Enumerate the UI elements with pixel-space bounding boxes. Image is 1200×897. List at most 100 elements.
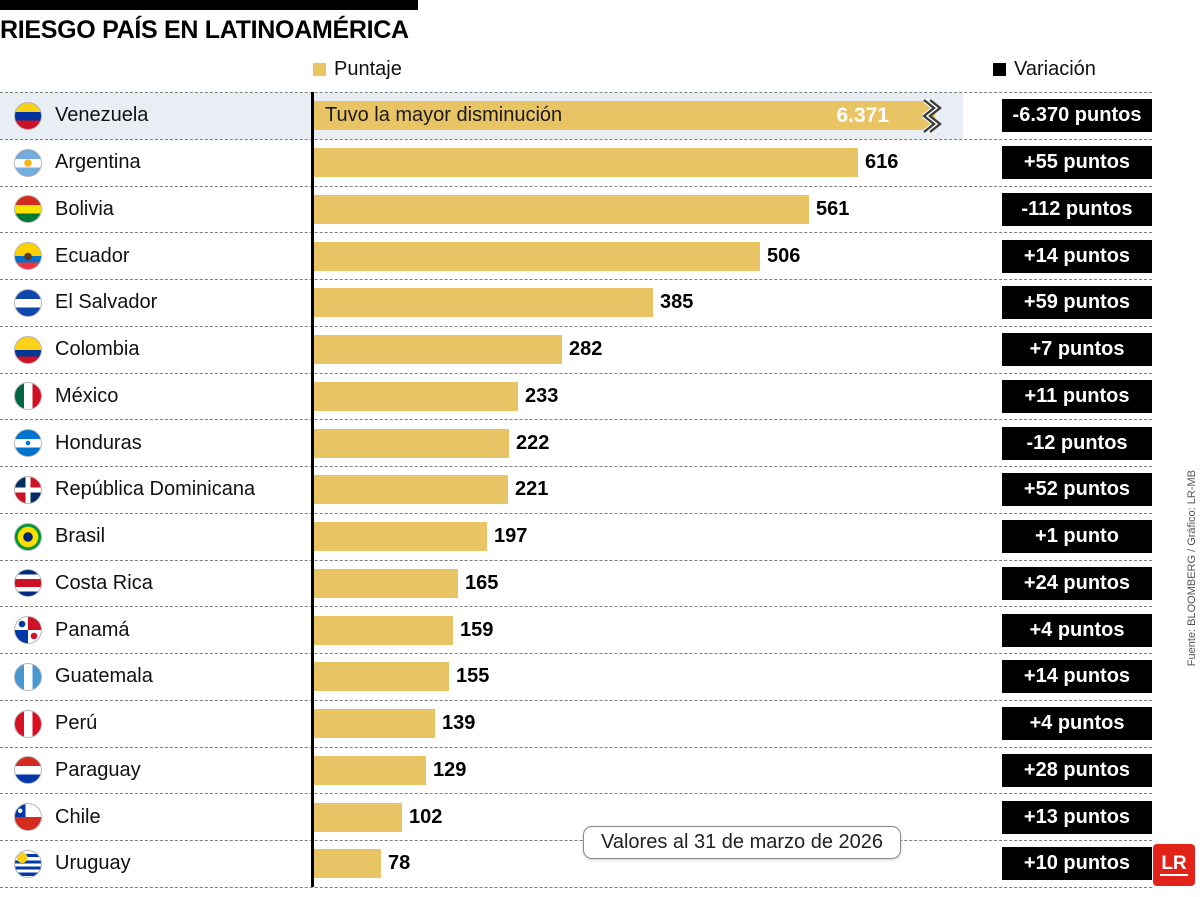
bar-value: 506 (767, 244, 801, 267)
country-cell: México (0, 382, 312, 411)
table-row: México 233 +11 puntos (0, 374, 1152, 421)
country-cell: Chile (0, 803, 312, 832)
country-label: Venezuela (55, 104, 149, 127)
country-label: Argentina (55, 151, 141, 174)
country-label: Guatemala (55, 665, 153, 688)
score-bar (312, 568, 458, 598)
flag-icon-bolivia (14, 195, 42, 224)
country-label: Panamá (55, 618, 130, 641)
variation-badge: +7 puntos (1002, 333, 1152, 367)
table-row: Honduras 222 -12 puntos (0, 420, 1152, 467)
bar-value: 78 (388, 852, 411, 875)
axis-break-icon (920, 97, 942, 135)
legend-variacion-label: Variación (1014, 58, 1096, 80)
bar-value: 129 (433, 758, 467, 781)
bar-cell: 282 (312, 327, 1002, 373)
country-cell: Perú (0, 709, 312, 738)
variation-badge: +24 puntos (1002, 566, 1152, 600)
bar-cell: 102 (312, 794, 1002, 840)
table-row: Costa Rica 165 +24 puntos (0, 561, 1152, 608)
table-row: Colombia 282 +7 puntos (0, 327, 1152, 374)
bar-value: 221 (515, 478, 549, 501)
flag-icon-colombia (14, 335, 42, 364)
score-bar (312, 475, 508, 505)
flag-icon-brasil (14, 522, 42, 551)
bar-value: 155 (456, 665, 490, 688)
bar-value: 197 (494, 525, 528, 548)
country-cell: Guatemala (0, 662, 312, 691)
country-label: Bolivia (55, 197, 114, 220)
table-row: Paraguay 129 +28 puntos (0, 748, 1152, 795)
bar-cell: 221 (312, 467, 1002, 513)
puntaje-swatch-icon (313, 63, 326, 76)
country-cell: El Salvador (0, 288, 312, 317)
bar-chart: Venezuela Tuvo la mayor disminución 6.371 -… (0, 92, 1152, 888)
score-bar (312, 755, 426, 785)
bar-cell: 155 (312, 654, 1002, 700)
bar-cell: 616 (312, 140, 1002, 186)
bar-cell: 385 (312, 280, 1002, 326)
score-bar (312, 381, 518, 411)
variation-badge: -12 puntos (1002, 426, 1152, 460)
lr-logo-text: LR (1160, 853, 1188, 876)
score-bar (312, 288, 653, 318)
source-credit: Fuente: BLOOMBERG / Gráfico: LR-MB (1186, 470, 1198, 667)
flag-icon-paraguay (14, 756, 42, 785)
country-label: Uruguay (55, 852, 131, 875)
table-row: Chile 102 +13 puntos (0, 794, 1152, 841)
variation-badge: +55 puntos (1002, 146, 1152, 180)
score-bar (312, 428, 509, 458)
country-label: El Salvador (55, 291, 158, 314)
bar-cell: 165 (312, 561, 1002, 607)
flag-icon-venezuela (14, 101, 42, 130)
bar-value: 282 (569, 338, 603, 361)
title-rule (0, 0, 418, 10)
variation-badge: +59 puntos (1002, 286, 1152, 320)
variation-badge: -6.370 puntos (1002, 99, 1152, 133)
country-label: Brasil (55, 525, 106, 548)
country-cell: Honduras (0, 429, 312, 458)
variation-badge: +11 puntos (1002, 379, 1152, 413)
country-label: Costa Rica (55, 571, 153, 594)
bar-value: 139 (442, 712, 476, 735)
bar-cell: 222 (312, 420, 1002, 466)
bar-value: 6.371 (836, 103, 889, 127)
flag-icon-guatemala (14, 662, 42, 691)
flag-icon-panama (14, 616, 42, 645)
bar-value: 222 (516, 431, 550, 454)
bar-cell: 197 (312, 514, 1002, 560)
table-row: Uruguay 78 +10 puntos (0, 841, 1152, 888)
flag-icon-uruguay (14, 849, 42, 878)
variation-badge: +52 puntos (1002, 473, 1152, 507)
variation-badge: +13 puntos (1002, 800, 1152, 834)
bar-cell: 139 (312, 701, 1002, 747)
bar-value: 561 (816, 197, 850, 220)
bar-cell: Tuvo la mayor disminución 6.371 (312, 93, 1002, 139)
variation-badge: +28 puntos (1002, 753, 1152, 787)
bar-cell: 506 (312, 233, 1002, 279)
variation-badge: +4 puntos (1002, 613, 1152, 647)
country-cell: Argentina (0, 148, 312, 177)
variation-badge: -112 puntos (1002, 192, 1152, 226)
country-cell: República Dominicana (0, 475, 312, 504)
bar-value: 616 (865, 151, 899, 174)
legend-puntaje-label: Puntaje (334, 58, 402, 80)
page-title: RIESGO PAÍS EN LATINOAMÉRICA (0, 16, 409, 44)
score-bar (312, 802, 402, 832)
country-cell: Ecuador (0, 242, 312, 271)
table-row: El Salvador 385 +59 puntos (0, 280, 1152, 327)
country-label: Perú (55, 712, 98, 735)
table-row: Argentina 616 +55 puntos (0, 140, 1152, 187)
flag-icon-el-salvador (14, 288, 42, 317)
score-bar (312, 522, 487, 552)
lr-logo: LR (1153, 844, 1195, 886)
bar-value: 385 (660, 291, 694, 314)
table-row: Panamá 159 +4 puntos (0, 607, 1152, 654)
flag-icon-honduras (14, 429, 42, 458)
country-cell: Colombia (0, 335, 312, 364)
country-cell: Uruguay (0, 849, 312, 878)
country-label: Colombia (55, 338, 140, 361)
score-bar (312, 662, 449, 692)
score-bar (312, 615, 453, 645)
